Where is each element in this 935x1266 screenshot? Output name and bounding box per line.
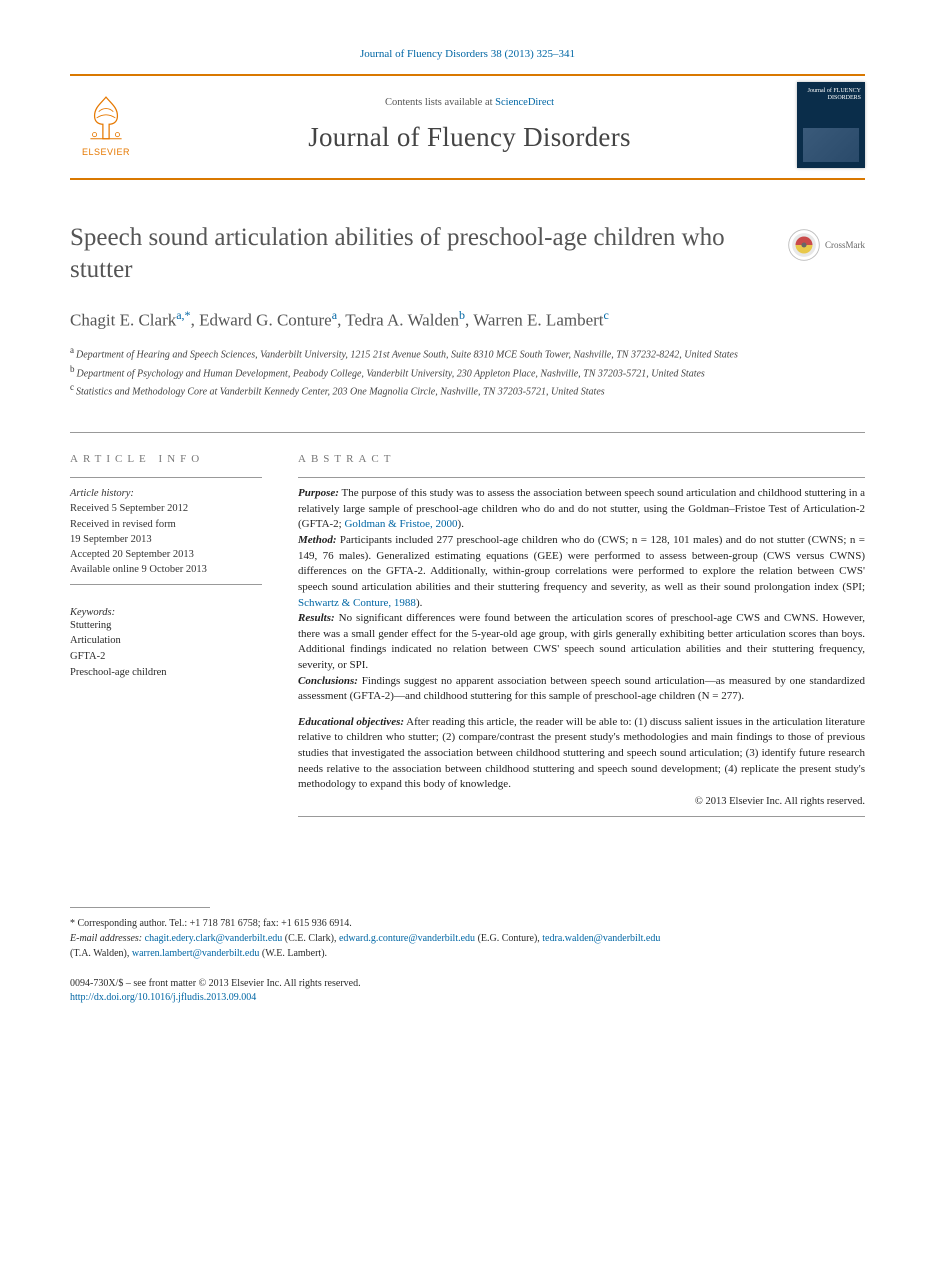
edu-obj-label: Educational objectives: [298,716,404,728]
author-4: Warren E. Lambert [473,311,603,330]
email-4[interactable]: warren.lambert@vanderbilt.edu [132,948,260,959]
masthead-center: Contents lists available at ScienceDirec… [142,97,797,153]
email-1-name: (C.E. Clark), [282,933,339,944]
affiliation-b: Department of Psychology and Human Devel… [77,368,705,379]
results-text: No significant differences were found be… [298,612,865,671]
footer-divider [70,907,210,908]
author-3: Tedra A. Walden [345,311,459,330]
online-date: Available online 9 October 2013 [70,562,262,577]
abstract-column: ABSTRACT Purpose: The purpose of this st… [298,453,865,816]
contents-prefix: Contents lists available at [385,97,495,108]
author-3-sup: b [459,308,465,322]
email-label: E-mail addresses: [70,933,145,944]
results-label: Results: [298,612,335,624]
issn-line: 0094-730X/$ – see front matter © 2013 El… [70,977,865,992]
affiliations: aDepartment of Hearing and Speech Scienc… [70,344,865,400]
article-title: Speech sound articulation abilities of p… [70,222,767,286]
purpose-close: ). [458,518,464,530]
keywords-list: Stuttering Articulation GFTA-2 Preschool… [70,618,262,681]
cover-title: Journal of FLUENCY DISORDERS [797,82,865,103]
doi-link[interactable]: http://dx.doi.org/10.1016/j.jfludis.2013… [70,991,865,1006]
thin-divider [70,477,262,478]
conclusions-text: Findings suggest no apparent association… [298,675,865,703]
title-row: Speech sound articulation abilities of p… [70,222,865,286]
footer-meta: 0094-730X/$ – see front matter © 2013 El… [70,977,865,1006]
author-2-sup: a [332,308,337,322]
keyword-3: GFTA-2 [70,649,262,665]
author-2: Edward G. Conture [199,311,332,330]
method-close: ). [416,597,422,609]
thin-divider [70,584,262,585]
article-info-heading: ARTICLE INFO [70,453,262,465]
page-container: Journal of Fluency Disorders 38 (2013) 3… [0,0,935,1046]
authors-list: Chagit E. Clarka,*, Edward G. Conturea, … [70,308,865,332]
email-1[interactable]: chagit.edery.clark@vanderbilt.edu [145,933,283,944]
contents-line: Contents lists available at ScienceDirec… [142,97,797,108]
accepted-date: Accepted 20 September 2013 [70,547,262,562]
affiliation-a: Department of Hearing and Speech Science… [76,349,738,360]
revised-label: Received in revised form [70,517,262,532]
method-text: Participants included 277 preschool-age … [298,534,865,593]
purpose-ref[interactable]: Goldman & Fristoe, 2000 [344,518,457,530]
email-2-name: (E.G. Conture), [475,933,542,944]
email-2[interactable]: edward.g.conture@vanderbilt.edu [339,933,475,944]
crossmark-label: CrossMark [825,240,865,250]
revised-date: 19 September 2013 [70,532,262,547]
author-1-sup: a,* [176,308,190,322]
history-label: Article history: [70,486,262,501]
author-1: Chagit E. Clark [70,311,176,330]
method-label: Method: [298,534,337,546]
abstract-heading: ABSTRACT [298,453,865,465]
journal-name: Journal of Fluency Disorders [142,122,797,153]
elsevier-logo[interactable]: ELSEVIER [70,85,142,165]
email-3[interactable]: tedra.walden@vanderbilt.edu [542,933,660,944]
author-4-sup: c [604,308,609,322]
article-info-column: ARTICLE INFO Article history: Received 5… [70,453,262,816]
masthead: ELSEVIER Contents lists available at Sci… [70,76,865,180]
email-3-name: (T.A. Walden), [70,948,132,959]
method-ref[interactable]: Schwartz & Conture, 1988 [298,597,416,609]
section-divider [70,432,865,433]
email-4-name: (W.E. Lambert). [259,948,327,959]
corresponding-author: * Corresponding author. Tel.: +1 718 781… [70,916,865,961]
crossmark-badge[interactable]: CrossMark [787,228,865,262]
sciencedirect-link[interactable]: ScienceDirect [495,97,554,108]
info-abstract-columns: ARTICLE INFO Article history: Received 5… [70,453,865,816]
header-citation: Journal of Fluency Disorders 38 (2013) 3… [70,48,865,60]
abstract-copyright: © 2013 Elsevier Inc. All rights reserved… [298,795,865,810]
cover-image [803,128,859,162]
corresponding-line: * Corresponding author. Tel.: +1 718 781… [70,916,865,931]
thin-divider [298,477,865,478]
keyword-4: Preschool-age children [70,665,262,681]
article-history: Article history: Received 5 September 20… [70,486,262,577]
keyword-1: Stuttering [70,618,262,634]
elsevier-tree-icon [80,93,132,145]
thin-divider [298,816,865,817]
journal-cover-thumbnail[interactable]: Journal of FLUENCY DISORDERS [797,82,865,168]
affiliation-c: Statistics and Methodology Core at Vande… [76,387,605,398]
keywords-label: Keywords: [70,607,262,618]
email-addresses: E-mail addresses: chagit.edery.clark@van… [70,931,865,961]
keyword-2: Articulation [70,633,262,649]
purpose-label: Purpose: [298,487,339,499]
conclusions-label: Conclusions: [298,675,358,687]
crossmark-icon [787,228,821,262]
abstract-body: Purpose: The purpose of this study was t… [298,486,865,809]
elsevier-wordmark: ELSEVIER [82,147,130,157]
received-date: Received 5 September 2012 [70,501,262,516]
